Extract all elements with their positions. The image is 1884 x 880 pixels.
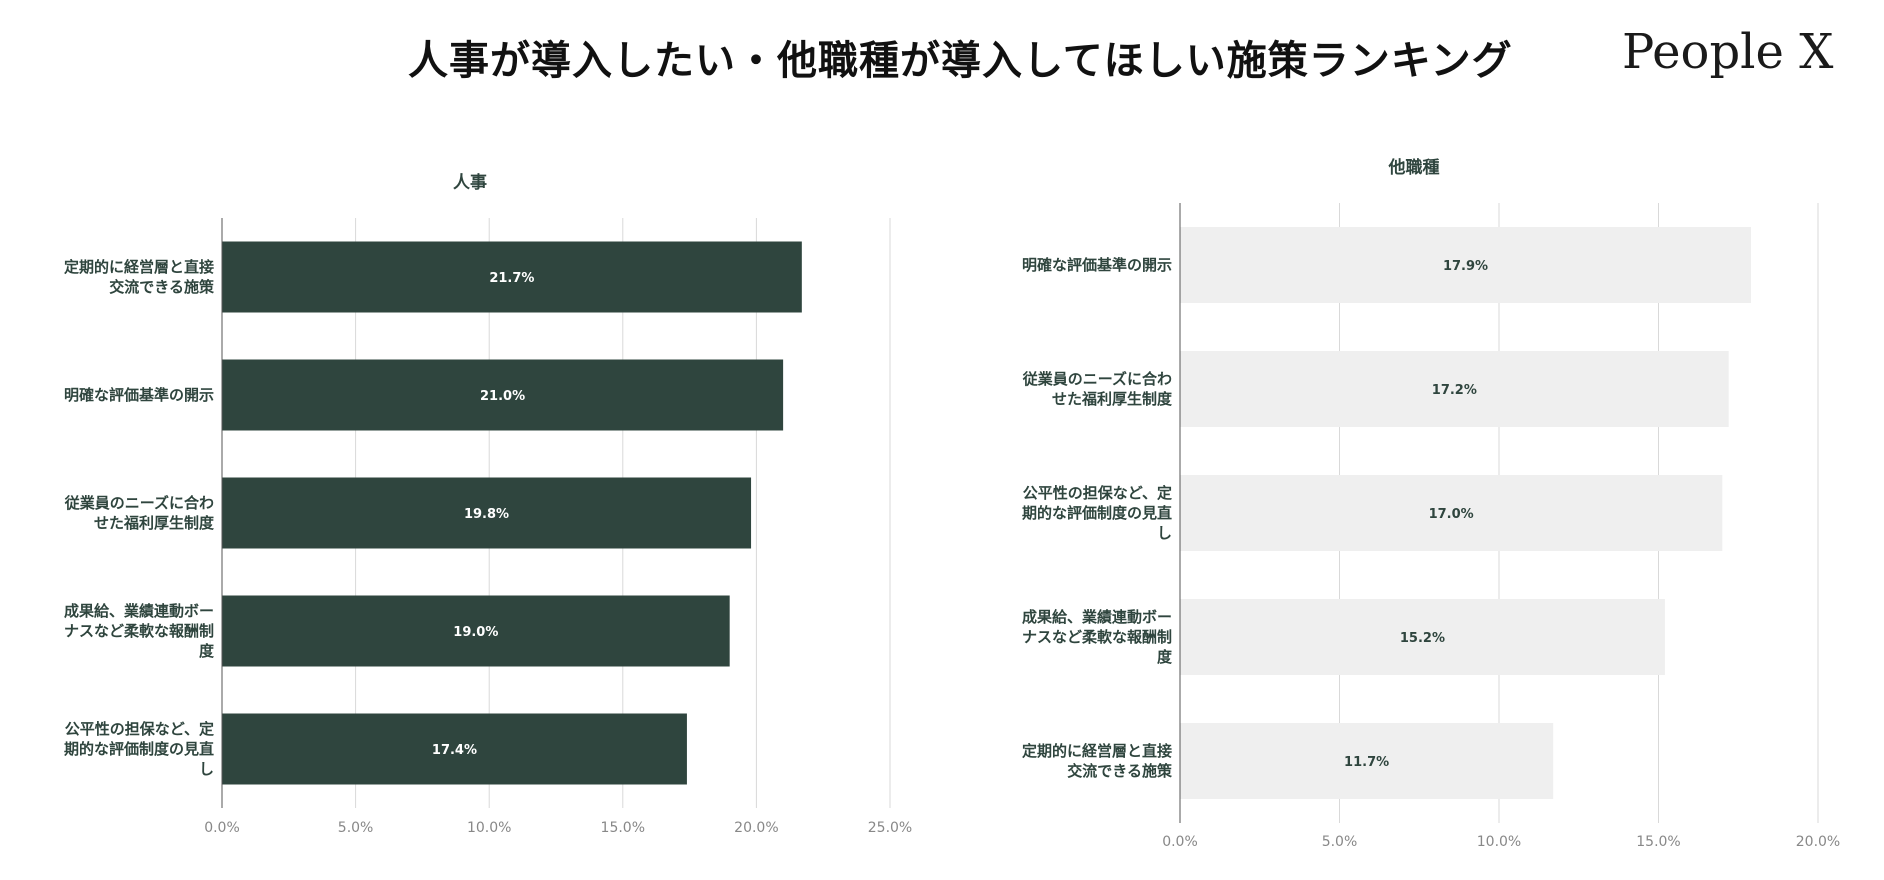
bar-value-label: 19.8% bbox=[464, 507, 509, 522]
category-label: 度 bbox=[199, 642, 215, 660]
chart-title: 人事 bbox=[453, 173, 487, 193]
tick-label: 0.0% bbox=[204, 820, 240, 836]
bar bbox=[222, 595, 730, 667]
tick-label: 25.0% bbox=[868, 820, 912, 836]
category-label: 定期的に経営層と直接 bbox=[64, 258, 214, 276]
bar-value-label: 21.0% bbox=[480, 389, 525, 404]
bar bbox=[222, 241, 802, 313]
tick-label: 20.0% bbox=[734, 820, 778, 836]
page-title: 人事が導入したい・他職種が導入してほしい施策ランキング bbox=[408, 38, 1513, 84]
bar bbox=[222, 477, 752, 549]
category-label: 明確な評価基準の開示 bbox=[64, 386, 214, 404]
bar-value-label: 17.4% bbox=[432, 743, 477, 758]
category-label: し bbox=[199, 760, 214, 778]
category-label: 公平性の担保など、定 bbox=[65, 720, 214, 738]
category-label: 従業員のニーズに合わ bbox=[64, 494, 214, 512]
category-label: ナスなど柔軟な報酬制 bbox=[64, 622, 214, 640]
tick-label: 5.0% bbox=[338, 820, 374, 836]
bar bbox=[222, 713, 687, 785]
bar-value-label: 21.7% bbox=[489, 271, 534, 286]
bar-value-label: 19.0% bbox=[453, 625, 498, 640]
category-label: 期的な評価制度の見直 bbox=[64, 740, 214, 758]
category-label: 交流できる施策 bbox=[109, 278, 215, 296]
tick-label: 10.0% bbox=[467, 820, 511, 836]
category-label: 成果給、業績連動ボー bbox=[64, 602, 214, 620]
tick-label: 15.0% bbox=[601, 820, 645, 836]
brand-logo: People X bbox=[1622, 24, 1834, 80]
bar bbox=[222, 359, 784, 431]
category-label: せた福利厚生制度 bbox=[94, 514, 215, 532]
